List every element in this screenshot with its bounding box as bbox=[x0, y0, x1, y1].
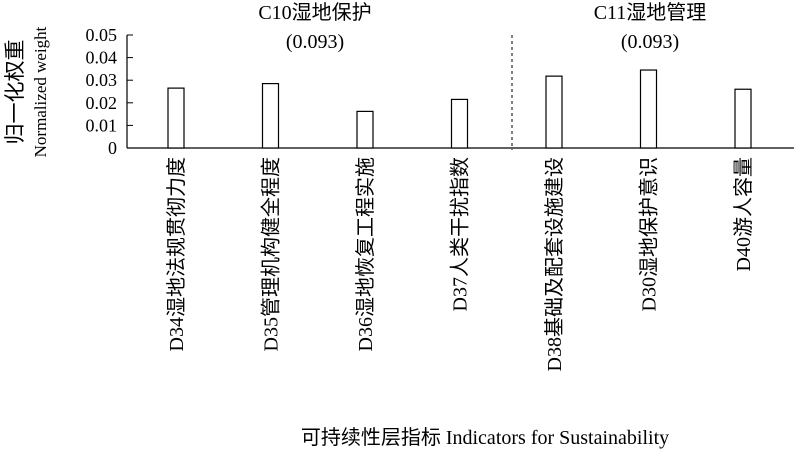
x-tick-label: D34湿地法规贯彻力度 bbox=[165, 157, 188, 351]
x-tick-label: D30湿地保护意识 bbox=[638, 157, 661, 311]
group-weight-c11: (0.093) bbox=[621, 31, 679, 53]
y-tick-label: 0.04 bbox=[86, 48, 118, 68]
group-title-c10: C10湿地保护 bbox=[258, 1, 371, 24]
y-axis-title-cn: 归一化权重 bbox=[3, 40, 27, 145]
x-tick-label: D40游人容量 bbox=[732, 157, 755, 271]
y-tick-label: 0.02 bbox=[86, 93, 118, 113]
y-tick-label: 0 bbox=[108, 138, 117, 158]
group-title-c11: C11湿地管理 bbox=[594, 1, 707, 24]
bar-3 bbox=[356, 110, 374, 149]
x-tick-label: D35管理机构健全程度 bbox=[260, 157, 283, 351]
y-axis-title-en: Normalized weight bbox=[31, 26, 50, 157]
bar-5 bbox=[545, 75, 563, 149]
x-tick-label: D37人类干扰指数 bbox=[449, 157, 472, 311]
y-tick-label: 0.01 bbox=[86, 115, 118, 135]
y-tick-label: 0.05 bbox=[86, 25, 118, 45]
bar-1 bbox=[167, 87, 185, 149]
group-weight-c10: (0.093) bbox=[286, 31, 344, 53]
x-tick-label: D36湿地恢复工程实施 bbox=[354, 157, 377, 351]
bar-6 bbox=[639, 69, 658, 149]
bar-2 bbox=[261, 82, 280, 149]
y-tick-label: 0.03 bbox=[86, 70, 118, 90]
bar-4 bbox=[450, 98, 469, 149]
bar-7 bbox=[734, 88, 752, 149]
x-axis-title: 可持续性层指标 Indicators for Sustainability bbox=[301, 426, 669, 449]
x-tick-label: D38基础及配套设施建设 bbox=[543, 157, 566, 371]
